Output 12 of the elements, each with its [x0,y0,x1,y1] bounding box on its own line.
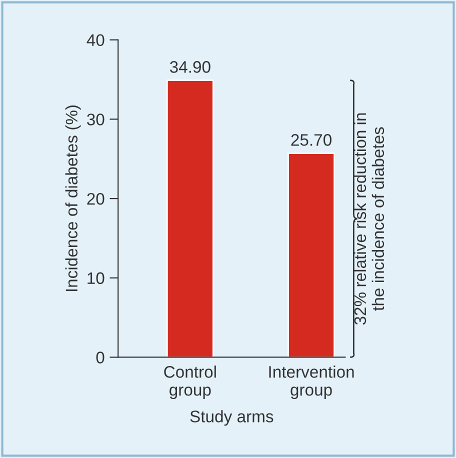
y-tick-label: 30 [87,114,104,126]
y-tick-label: 40 [86,34,104,46]
x-tick-label: Control group [164,366,216,400]
x-axis-title: Study arms [190,410,274,426]
y-tick-label: 20 [87,192,104,205]
y-tick-label: 10 [88,272,104,284]
y-axis-title: Incidence of diabetes (%) [65,106,81,292]
y-tick-label: 0 [96,352,104,364]
data-label: 25.70 [291,134,332,146]
x-tick-label: Intervention group [269,366,354,400]
data-label: 34.90 [170,61,210,73]
text: 32% relative risk reduction in the incidence of diabetes [354,113,384,325]
